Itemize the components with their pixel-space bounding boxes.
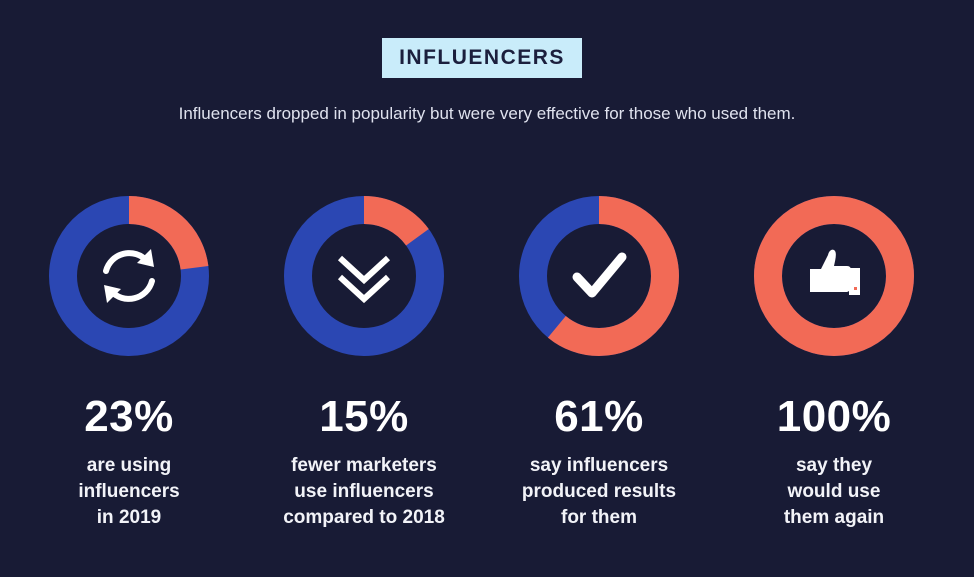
stat-value: 15% (319, 392, 409, 441)
thumbs-up-icon (810, 249, 860, 295)
donut-chart-100 (754, 196, 914, 356)
stat-value: 23% (84, 392, 174, 441)
page-title: INFLUENCERS (382, 38, 582, 78)
stat-using-influencers: 23% are using influencers in 2019 (9, 195, 249, 531)
donut-highlight-segment (519, 196, 679, 356)
refresh-icon (103, 249, 155, 303)
donut-highlight-segment (49, 196, 209, 356)
double-chevron-down-icon (337, 255, 391, 304)
donut-highlight-segment (284, 196, 444, 356)
stat-label: say influencers produced results for the… (521, 455, 677, 528)
stat-value: 61% (554, 392, 644, 441)
donut-chart-23 (49, 196, 209, 356)
donut-chart-15 (284, 196, 444, 356)
donut-highlight-segment (754, 196, 914, 356)
stat-label: say they would use them again (783, 455, 885, 528)
stat-fewer-marketers: 15% fewer marketers use influencers comp… (244, 195, 484, 531)
stat-would-use-again: 100% say they would use them again (714, 195, 954, 531)
stat-produced-results: 61% say influencers produced results for… (479, 195, 719, 531)
stat-value: 100% (776, 392, 892, 441)
stat-label: are using influencers in 2019 (78, 455, 180, 528)
checkmark-icon (572, 252, 627, 298)
stat-label: fewer marketers use influencers compared… (283, 455, 445, 528)
subtitle: Influencers dropped in popularity but we… (178, 104, 796, 123)
donut-chart-61 (519, 196, 679, 356)
